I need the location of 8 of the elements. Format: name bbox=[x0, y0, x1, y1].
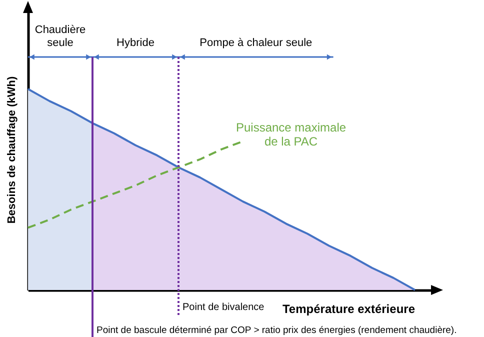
text: Point de bascule déterminé par COP > ratio prix des énergies (rendement chaudière). bbox=[96, 325, 457, 336]
text: Pompe à chaleur seule bbox=[200, 37, 312, 49]
text: Point de bivalence bbox=[182, 302, 265, 313]
text: Chaudière seule bbox=[34, 24, 86, 49]
y-axis-title: Besoins de chauffage (kWh) bbox=[6, 76, 18, 224]
x-axis-title: Température extérieure bbox=[282, 302, 416, 316]
series-label: Puissance maximale de la PAC bbox=[236, 120, 346, 148]
text: Hybride bbox=[116, 37, 154, 49]
